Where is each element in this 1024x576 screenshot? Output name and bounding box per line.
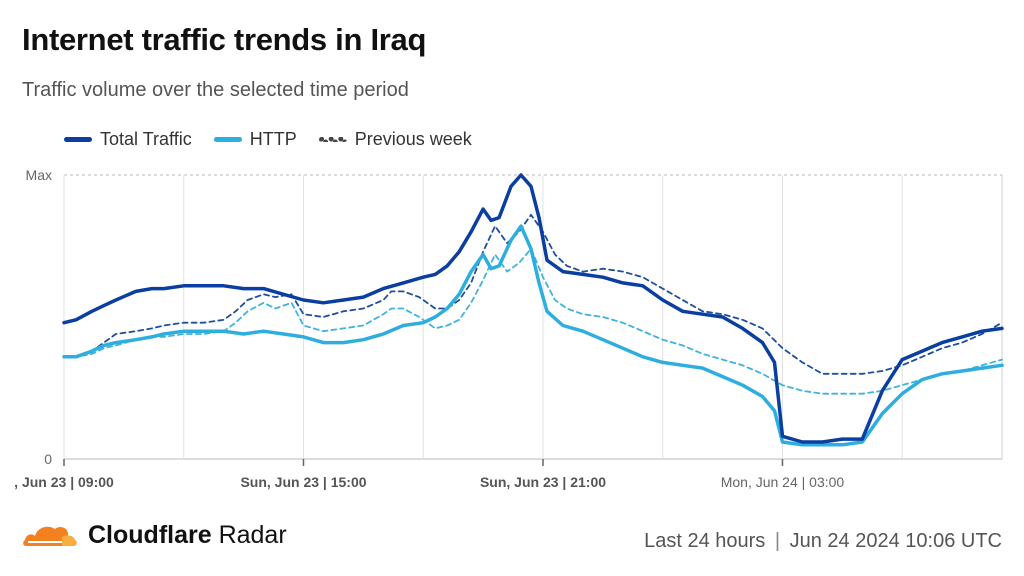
series-line-prev-total bbox=[63, 213, 1003, 375]
page-title: Internet traffic trends in Iraq bbox=[22, 22, 427, 57]
legend-item-previous-week[interactable]: Previous week bbox=[318, 129, 472, 150]
series-line-http bbox=[62, 224, 1004, 447]
x-tick-label: , Jun 23 | 09:00 bbox=[14, 474, 114, 490]
brand-name-bold: Cloudflare bbox=[88, 520, 212, 549]
time-range-label: Last 24 hours bbox=[644, 530, 766, 552]
page-subtitle: Traffic volume over the selected time pe… bbox=[22, 79, 409, 101]
traffic-line-chart: 0 Max , Jun 23 | 09:00 Sun, Jun 23 | 15:00 S… bbox=[14, 167, 1004, 490]
time-range-separator: | bbox=[774, 530, 781, 552]
series-line-prev-http bbox=[63, 247, 1003, 395]
time-range-info: Last 24 hours | Jun 24 2024 10:06 UTC bbox=[644, 530, 1002, 553]
cloudflare-cloud-icon bbox=[23, 526, 77, 546]
chart-legend: Total Traffic HTTP Previous week bbox=[64, 129, 472, 150]
cloudflare-radar-logo: Cloudflare Radar bbox=[22, 520, 287, 550]
legend-swatch-total-traffic bbox=[64, 137, 92, 142]
legend-label-total-traffic: Total Traffic bbox=[100, 129, 192, 149]
legend-label-http: HTTP bbox=[249, 129, 297, 149]
legend-item-total-traffic[interactable]: Total Traffic bbox=[64, 129, 192, 150]
legend-swatch-http bbox=[213, 137, 242, 142]
legend-item-http[interactable]: HTTP bbox=[213, 129, 297, 150]
x-tick-label: Sun, Jun 23 | 21:00 bbox=[480, 474, 606, 490]
brand-name: Cloudflare Radar bbox=[88, 521, 287, 550]
y-tick-label: Max bbox=[26, 167, 52, 183]
legend-label-previous-week: Previous week bbox=[354, 129, 472, 149]
brand-name-light: Radar bbox=[211, 520, 287, 549]
legend-swatch-previous-week bbox=[318, 137, 347, 142]
y-tick-label: 0 bbox=[44, 451, 52, 467]
x-tick-label: Mon, Jun 24 | 03:00 bbox=[721, 474, 845, 490]
series-line-total bbox=[62, 173, 1004, 444]
timestamp: Jun 24 2024 10:06 UTC bbox=[789, 530, 1002, 552]
x-tick-label: Sun, Jun 23 | 15:00 bbox=[240, 474, 366, 490]
